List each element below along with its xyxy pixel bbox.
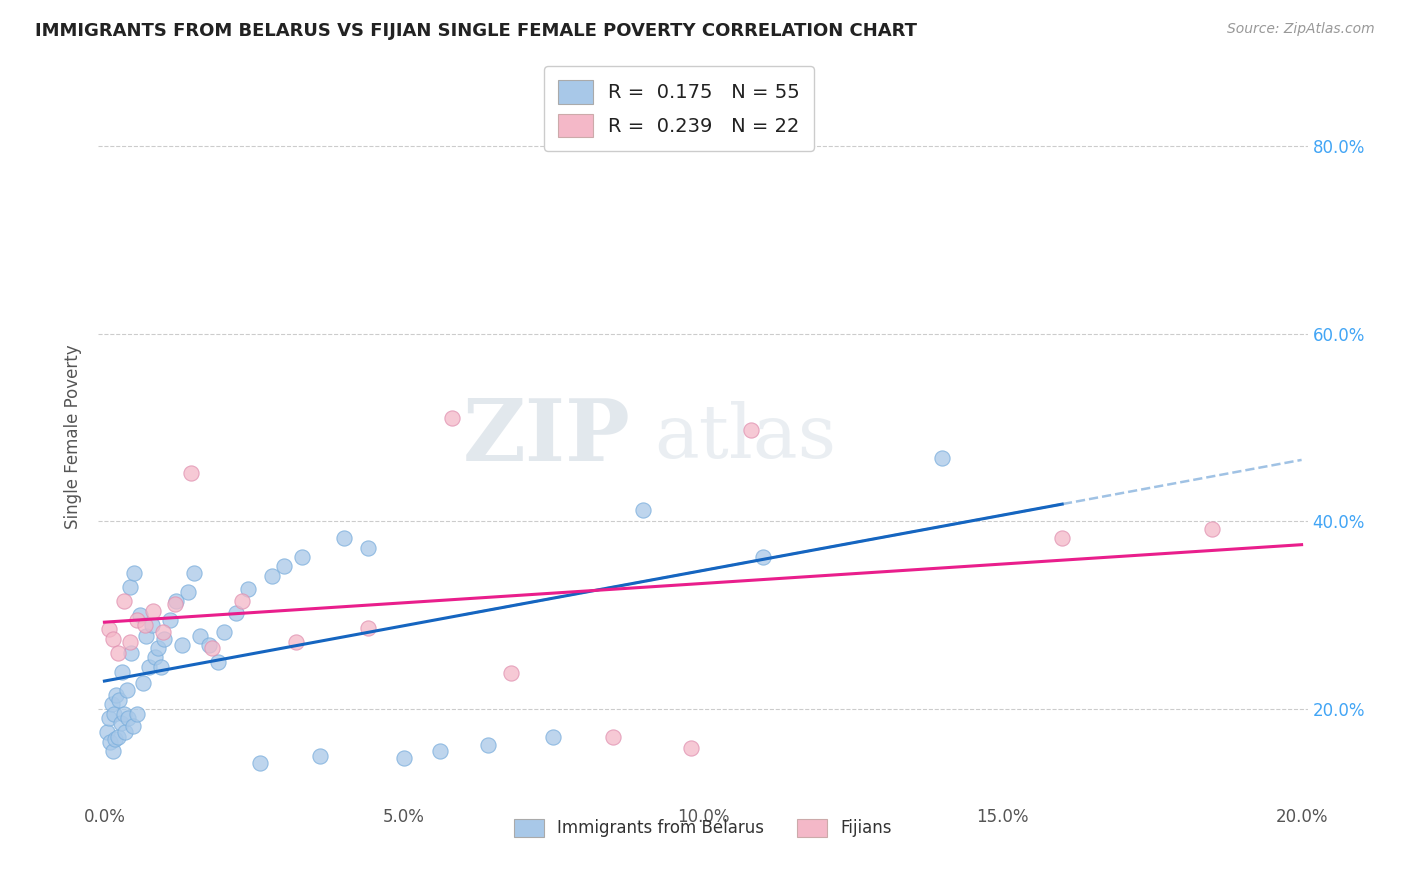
Point xyxy=(135,629,157,643)
Point xyxy=(679,741,702,756)
Point xyxy=(96,725,118,739)
Point xyxy=(141,617,163,632)
Point xyxy=(291,550,314,565)
Point xyxy=(100,735,122,749)
Point xyxy=(543,730,565,744)
Point xyxy=(225,607,247,621)
Text: atlas: atlas xyxy=(655,401,837,474)
Point xyxy=(103,632,125,646)
Point xyxy=(134,617,156,632)
Point xyxy=(752,550,775,565)
Point xyxy=(273,559,295,574)
Point xyxy=(207,655,229,669)
Point xyxy=(127,613,149,627)
Point xyxy=(110,716,132,731)
Point xyxy=(115,683,138,698)
Point xyxy=(231,594,253,608)
Point xyxy=(602,730,624,744)
Text: IMMIGRANTS FROM BELARUS VS FIJIAN SINGLE FEMALE POVERTY CORRELATION CHART: IMMIGRANTS FROM BELARUS VS FIJIAN SINGLE… xyxy=(35,22,917,40)
Point xyxy=(120,646,142,660)
Point xyxy=(118,580,141,594)
Point xyxy=(440,411,463,425)
Point xyxy=(188,629,211,643)
Point xyxy=(309,748,332,763)
Point xyxy=(100,698,122,712)
Point xyxy=(101,744,124,758)
Point xyxy=(148,641,170,656)
Point xyxy=(104,732,127,747)
Point xyxy=(103,706,125,721)
Point xyxy=(105,688,128,702)
Point xyxy=(152,625,174,640)
Point xyxy=(631,503,654,517)
Point xyxy=(138,660,160,674)
Point xyxy=(98,711,121,725)
Point xyxy=(132,675,155,690)
Point xyxy=(333,532,356,546)
Point xyxy=(107,646,129,660)
Point xyxy=(392,751,415,765)
Point xyxy=(153,632,176,646)
Point xyxy=(127,706,149,721)
Point xyxy=(114,725,136,739)
Point xyxy=(357,621,380,635)
Point xyxy=(111,665,134,679)
Point xyxy=(501,666,523,681)
Text: ZIP: ZIP xyxy=(463,395,630,479)
Point xyxy=(172,638,194,652)
Point xyxy=(357,541,380,555)
Point xyxy=(260,569,283,583)
Point xyxy=(143,650,166,665)
Point xyxy=(124,566,146,580)
Point xyxy=(177,584,200,599)
Point xyxy=(142,603,165,617)
Point xyxy=(122,719,145,733)
Point xyxy=(107,730,129,744)
Point xyxy=(98,623,121,637)
Point xyxy=(117,711,139,725)
Point xyxy=(180,466,202,480)
Point xyxy=(112,706,135,721)
Point xyxy=(198,638,221,652)
Legend: Immigrants from Belarus, Fijians: Immigrants from Belarus, Fijians xyxy=(505,810,901,846)
Point xyxy=(740,423,762,437)
Point xyxy=(284,634,307,648)
Point xyxy=(201,641,224,656)
Point xyxy=(183,566,205,580)
Point xyxy=(159,613,181,627)
Point xyxy=(1201,522,1223,536)
Point xyxy=(112,594,135,608)
Point xyxy=(429,744,451,758)
Point xyxy=(477,738,499,752)
Point xyxy=(129,608,152,623)
Point xyxy=(1050,532,1073,546)
Point xyxy=(150,660,173,674)
Point xyxy=(163,597,186,611)
Point xyxy=(212,625,235,640)
Point xyxy=(118,634,141,648)
Text: Source: ZipAtlas.com: Source: ZipAtlas.com xyxy=(1227,22,1375,37)
Point xyxy=(108,692,131,706)
Point xyxy=(931,450,953,465)
Point xyxy=(236,582,259,596)
Point xyxy=(165,594,187,608)
Point xyxy=(249,756,271,771)
Y-axis label: Single Female Poverty: Single Female Poverty xyxy=(65,345,83,529)
